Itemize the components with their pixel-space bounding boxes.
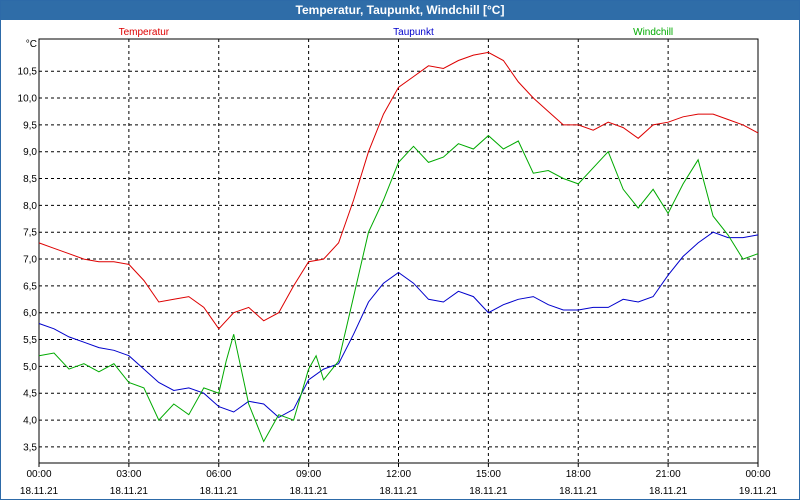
x-tick-time-label: 15:00: [476, 469, 501, 480]
y-tick-label: 4,0: [23, 416, 37, 427]
y-tick-label: 4,5: [23, 389, 37, 400]
x-tick-date-label: 18.11.21: [559, 486, 598, 497]
y-tick-label: 7,5: [23, 228, 37, 239]
x-tick-date-label: 18.11.21: [469, 486, 508, 497]
y-axis-label: °C: [26, 39, 37, 50]
x-tick-time-label: 06:00: [206, 469, 231, 480]
series-line-temperatur: [38, 51, 759, 330]
series-line-windchill: [38, 134, 759, 443]
x-tick-date-label: 18.11.21: [20, 486, 59, 497]
y-tick-label: 6,0: [23, 308, 37, 319]
chart-title: Temperatur, Taupunkt, Windchill [°C]: [1, 1, 799, 20]
y-tick-label: 10,5: [18, 67, 38, 78]
x-tick-time-label: 12:00: [386, 469, 411, 480]
series-line-taupunkt: [38, 231, 759, 419]
y-tick-label: 3,5: [23, 442, 37, 453]
x-tick-date-label: 18.11.21: [649, 486, 688, 497]
x-tick-date-label: 18.11.21: [290, 486, 329, 497]
y-tick-label: 10,0: [18, 94, 38, 105]
y-tick-label: 9,5: [23, 120, 37, 131]
y-tick-label: 6,5: [23, 281, 37, 292]
x-tick-time-label: 18:00: [566, 469, 591, 480]
y-tick-label: 7,0: [23, 255, 37, 266]
y-tick-label: 5,0: [23, 362, 37, 373]
y-tick-label: 5,5: [23, 335, 37, 346]
legend-label-taupunkt: Taupunkt: [393, 27, 434, 38]
x-tick-time-label: 09:00: [296, 469, 321, 480]
x-tick-time-label: 03:00: [116, 469, 141, 480]
x-tick-date-label: 18.11.21: [379, 486, 418, 497]
x-tick-time-label: 21:00: [656, 469, 681, 480]
x-tick-time-label: 00:00: [745, 469, 770, 480]
x-tick-date-label: 18.11.21: [110, 486, 149, 497]
legend-label-windchill: Windchill: [633, 27, 673, 38]
y-tick-label: 8,0: [23, 201, 37, 212]
x-tick-date-label: 18.11.21: [200, 486, 239, 497]
y-tick-label: 8,5: [23, 174, 37, 185]
legend-label-temperatur: Temperatur: [119, 27, 170, 38]
x-tick-date-label: 19.11.21: [739, 486, 778, 497]
y-tick-label: 9,0: [23, 147, 37, 158]
x-tick-time-label: 00:00: [26, 469, 51, 480]
